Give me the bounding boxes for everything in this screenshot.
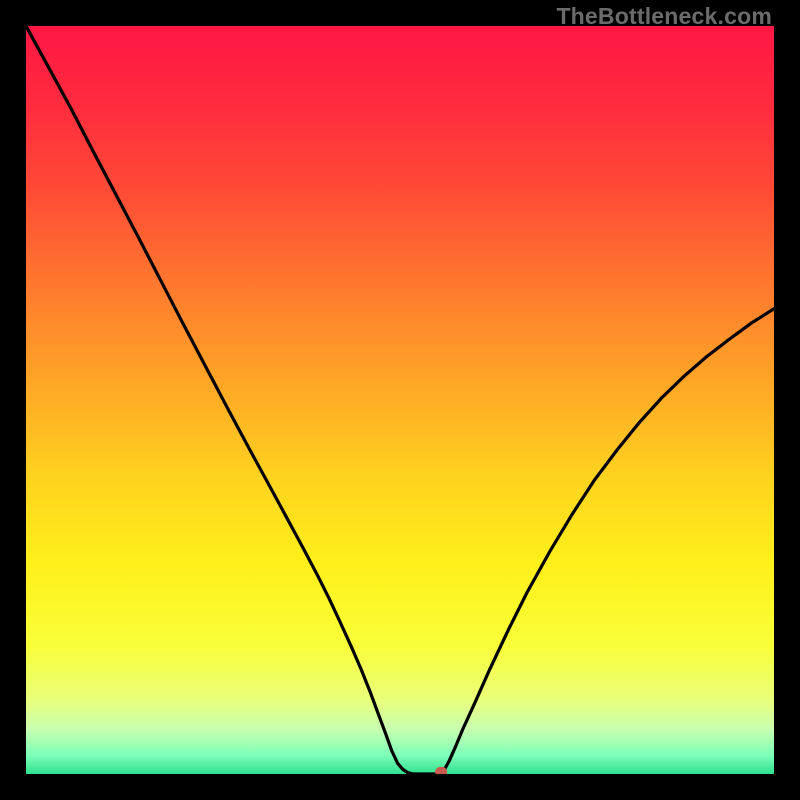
watermark-text: TheBottleneck.com <box>556 3 772 30</box>
bottleneck-curve <box>26 26 774 774</box>
bottleneck-curve-layer <box>26 26 774 774</box>
plot-frame <box>26 26 774 774</box>
